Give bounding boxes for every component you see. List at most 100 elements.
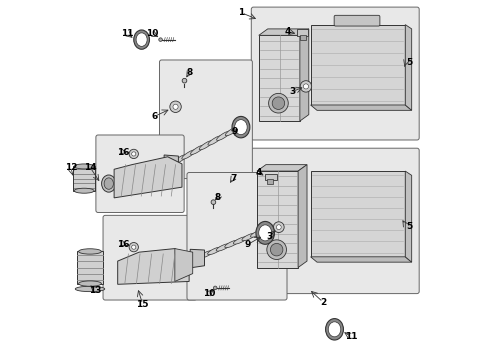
- Bar: [310, 171, 405, 257]
- Bar: [266, 179, 273, 184]
- Circle shape: [303, 84, 308, 89]
- Ellipse shape: [225, 126, 239, 136]
- Text: 13: 13: [89, 285, 102, 294]
- Polygon shape: [257, 165, 306, 171]
- Text: 7: 7: [229, 174, 236, 183]
- FancyBboxPatch shape: [251, 7, 418, 140]
- Polygon shape: [310, 257, 411, 262]
- FancyBboxPatch shape: [186, 172, 286, 300]
- Ellipse shape: [231, 116, 249, 138]
- Ellipse shape: [182, 78, 186, 83]
- Text: 12: 12: [64, 163, 77, 172]
- Ellipse shape: [216, 131, 230, 140]
- Bar: [299, 35, 305, 40]
- Polygon shape: [405, 24, 411, 111]
- Ellipse shape: [74, 188, 94, 193]
- Polygon shape: [299, 29, 308, 121]
- Bar: [73, 166, 95, 191]
- Polygon shape: [175, 249, 192, 282]
- Ellipse shape: [211, 200, 215, 204]
- Circle shape: [131, 245, 136, 249]
- Polygon shape: [118, 249, 189, 284]
- Text: 5: 5: [406, 222, 412, 231]
- Text: 16: 16: [117, 148, 130, 157]
- Ellipse shape: [250, 230, 264, 237]
- Bar: [297, 28, 307, 36]
- Text: 16: 16: [117, 240, 130, 249]
- Text: 15: 15: [136, 300, 149, 309]
- Polygon shape: [164, 155, 178, 175]
- Ellipse shape: [224, 240, 238, 248]
- Bar: [310, 24, 405, 105]
- Ellipse shape: [136, 33, 147, 46]
- Ellipse shape: [102, 175, 116, 192]
- Ellipse shape: [255, 221, 274, 244]
- Ellipse shape: [104, 178, 113, 189]
- Circle shape: [131, 152, 136, 156]
- Ellipse shape: [233, 237, 246, 244]
- FancyBboxPatch shape: [159, 60, 252, 179]
- Ellipse shape: [79, 281, 101, 286]
- FancyBboxPatch shape: [333, 15, 379, 26]
- Text: 10: 10: [146, 29, 158, 38]
- Polygon shape: [405, 171, 411, 262]
- Circle shape: [173, 104, 178, 109]
- Circle shape: [169, 101, 181, 112]
- Bar: [77, 251, 103, 284]
- Circle shape: [129, 243, 138, 252]
- Bar: [257, 171, 298, 267]
- Text: 11: 11: [344, 332, 356, 341]
- FancyBboxPatch shape: [251, 148, 418, 294]
- Circle shape: [273, 222, 284, 233]
- Ellipse shape: [199, 251, 212, 258]
- Ellipse shape: [164, 159, 178, 168]
- Circle shape: [276, 225, 281, 230]
- Bar: [258, 35, 299, 121]
- Ellipse shape: [258, 225, 271, 241]
- Text: 9: 9: [231, 127, 237, 136]
- FancyBboxPatch shape: [96, 135, 184, 212]
- Ellipse shape: [74, 164, 94, 169]
- Circle shape: [300, 81, 311, 92]
- Ellipse shape: [268, 93, 287, 113]
- Ellipse shape: [234, 120, 246, 135]
- Polygon shape: [114, 157, 182, 198]
- Ellipse shape: [199, 140, 213, 150]
- Ellipse shape: [190, 254, 204, 262]
- Polygon shape: [298, 165, 306, 267]
- FancyBboxPatch shape: [103, 215, 196, 300]
- Polygon shape: [258, 29, 308, 35]
- Ellipse shape: [216, 244, 229, 251]
- Ellipse shape: [207, 136, 221, 145]
- Text: 9: 9: [244, 240, 251, 249]
- Polygon shape: [190, 249, 204, 268]
- Text: 3: 3: [289, 87, 295, 96]
- Ellipse shape: [75, 286, 104, 292]
- Bar: [264, 174, 277, 180]
- Text: 10: 10: [202, 289, 215, 298]
- Ellipse shape: [173, 154, 186, 164]
- Text: 1: 1: [238, 8, 244, 17]
- Ellipse shape: [207, 247, 221, 255]
- Text: 8: 8: [185, 68, 192, 77]
- Ellipse shape: [325, 319, 343, 340]
- Circle shape: [129, 149, 138, 158]
- Text: 6: 6: [151, 112, 157, 121]
- Text: 11: 11: [121, 29, 133, 38]
- Ellipse shape: [190, 145, 204, 154]
- Text: 2: 2: [319, 298, 325, 307]
- Ellipse shape: [159, 38, 162, 41]
- Text: 5: 5: [406, 58, 412, 67]
- Polygon shape: [310, 105, 411, 111]
- Ellipse shape: [327, 322, 340, 337]
- Text: 8: 8: [214, 193, 221, 202]
- Text: 3: 3: [266, 232, 272, 241]
- Ellipse shape: [213, 286, 217, 290]
- Text: 14: 14: [84, 163, 96, 172]
- Text: 4: 4: [255, 168, 262, 177]
- Ellipse shape: [182, 150, 195, 159]
- Ellipse shape: [266, 240, 286, 260]
- Ellipse shape: [134, 30, 149, 49]
- Text: 4: 4: [284, 27, 290, 36]
- Ellipse shape: [242, 233, 255, 241]
